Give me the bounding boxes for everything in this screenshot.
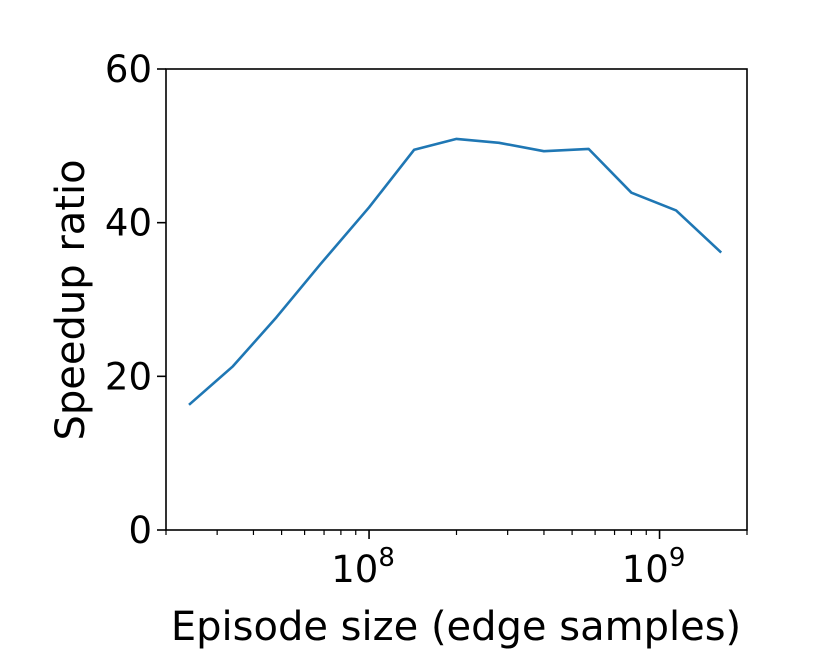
y-tick-label: 0: [128, 509, 152, 552]
plot-frame: [165, 68, 748, 531]
y-tick-label: 20: [105, 355, 152, 398]
series-line: [188, 137, 723, 406]
y-tick-label: 60: [105, 48, 152, 91]
series-group: [188, 137, 723, 406]
x-axis: 108 109: [165, 530, 748, 591]
y-axis-label: Speedup ratio: [48, 159, 94, 440]
x-tick-label: 109: [622, 543, 686, 591]
x-tick-label: 108: [331, 543, 395, 591]
y-axis: 0 20 40 60: [105, 48, 166, 552]
y-tick-label: 40: [105, 202, 152, 245]
x-axis-label: Episode size (edge samples): [171, 604, 741, 650]
